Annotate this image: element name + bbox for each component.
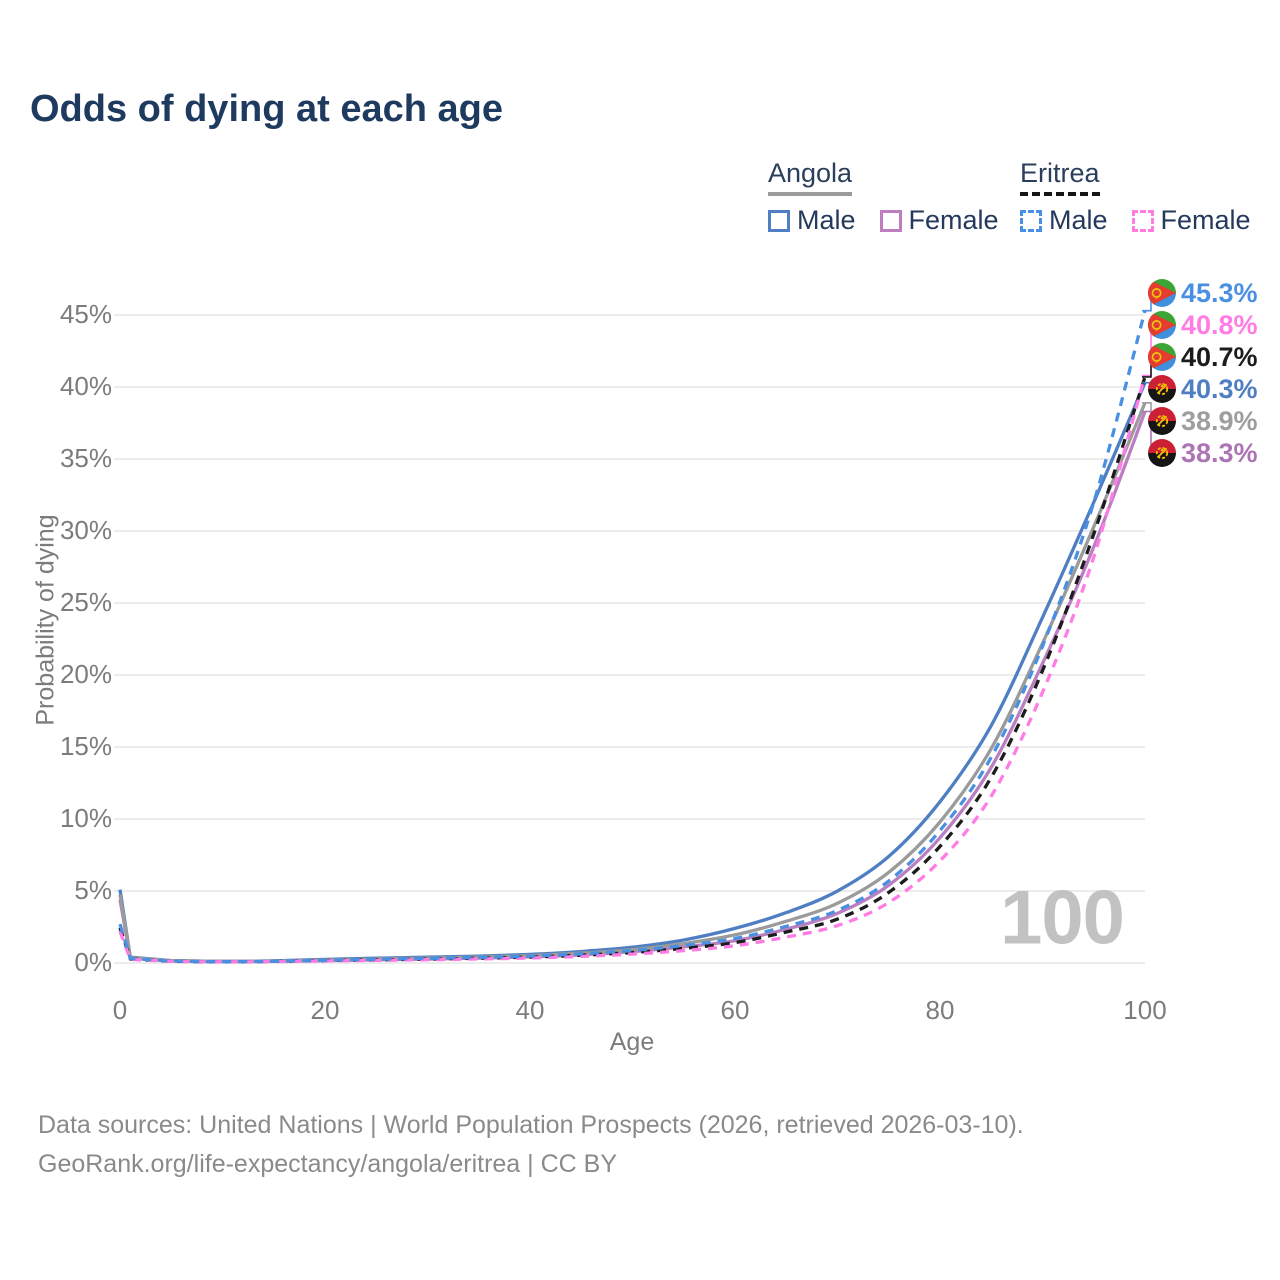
legend-group-eritrea: Eritrea Male Female: [1020, 158, 1275, 236]
series-line-angola-male[interactable]: [118, 382, 1147, 963]
end-label-value: 45.3%: [1181, 277, 1258, 308]
legend-item-label: Female: [1160, 205, 1251, 235]
legend-group-angola: Angola Male Female: [768, 158, 1023, 236]
legend-item-angola-male[interactable]: Male: [768, 205, 856, 236]
angola-flag-icon: [1148, 439, 1176, 467]
end-label-value: 38.3%: [1181, 437, 1258, 468]
legend-item-label: Male: [797, 205, 856, 235]
x-tick-label: 100: [1123, 995, 1167, 1025]
angola-female-swatch-icon: [879, 209, 902, 232]
eritrea-flag-icon: [1148, 279, 1176, 307]
footer-sources-line: Data sources: United Nations | World Pop…: [38, 1111, 1024, 1139]
series-line-eritrea-female[interactable]: [118, 375, 1147, 964]
legend-item-eritrea-male[interactable]: Male: [1020, 205, 1108, 236]
hovered-age-watermark: 100: [1000, 875, 1125, 961]
end-label-row: 40.3%: [1148, 374, 1258, 404]
y-tick-label: 15%: [59, 731, 112, 761]
legend-item-label: Female: [908, 205, 999, 235]
series-line-angola-both-sexes[interactable]: [118, 402, 1147, 964]
end-label-value: 40.7%: [1181, 341, 1258, 372]
eritrea-male-swatch-icon: [1020, 209, 1042, 232]
end-label-row: 40.7%: [1148, 342, 1258, 372]
end-label-row: 38.9%: [1148, 406, 1258, 436]
y-tick-label: 35%: [59, 443, 112, 473]
eritrea-flag-icon: [1148, 343, 1176, 371]
y-tick-label: 45%: [59, 299, 112, 329]
x-tick-label: 20: [310, 995, 340, 1025]
legend-country-eritrea: Eritrea: [1020, 158, 1100, 196]
end-label-row: 40.8%: [1148, 310, 1258, 340]
eritrea-flag-icon: [1148, 311, 1176, 339]
angola-flag-icon: [1148, 407, 1176, 435]
page-title: Odds of dying at each age: [30, 88, 503, 130]
series-line-eritrea-both-sexes[interactable]: [118, 376, 1147, 964]
angola-flag-icon: [1148, 375, 1176, 403]
y-tick-label: 5%: [74, 875, 112, 905]
y-tick-label: 20%: [59, 659, 112, 689]
x-tick-label: 80: [925, 995, 955, 1025]
end-label-value: 40.8%: [1181, 309, 1258, 340]
x-tick-label: 40: [515, 995, 545, 1025]
end-label-row: 38.3%: [1148, 438, 1258, 468]
x-axis-title: Age: [609, 1028, 655, 1056]
legend-item-eritrea-female[interactable]: Female: [1131, 205, 1251, 236]
x-tick-label: 0: [112, 995, 128, 1025]
end-label-row: 45.3%: [1148, 278, 1258, 308]
y-tick-label: 10%: [59, 803, 112, 833]
end-label-value: 40.3%: [1181, 373, 1258, 404]
x-tick-label: 60: [720, 995, 750, 1025]
y-tick-label: 40%: [59, 371, 112, 401]
angola-male-swatch-icon: [768, 209, 790, 232]
y-axis-title: Probability of dying: [31, 514, 60, 726]
legend-item-angola-female[interactable]: Female: [879, 205, 999, 236]
eritrea-female-swatch-icon: [1131, 209, 1154, 232]
legend-item-label: Male: [1049, 205, 1108, 235]
y-tick-label: 25%: [59, 587, 112, 617]
end-label-value: 38.9%: [1181, 405, 1258, 436]
footer-attribution-line: GeoRank.org/life-expectancy/angola/eritr…: [38, 1150, 618, 1178]
y-tick-label: 0%: [74, 947, 112, 977]
y-tick-label: 30%: [59, 515, 112, 545]
series-line-eritrea-male[interactable]: [118, 310, 1147, 964]
footer: Data sources: United Nations | World Pop…: [38, 1106, 1024, 1184]
series-line-angola-female[interactable]: [118, 410, 1147, 964]
legend-country-angola: Angola: [768, 158, 853, 196]
